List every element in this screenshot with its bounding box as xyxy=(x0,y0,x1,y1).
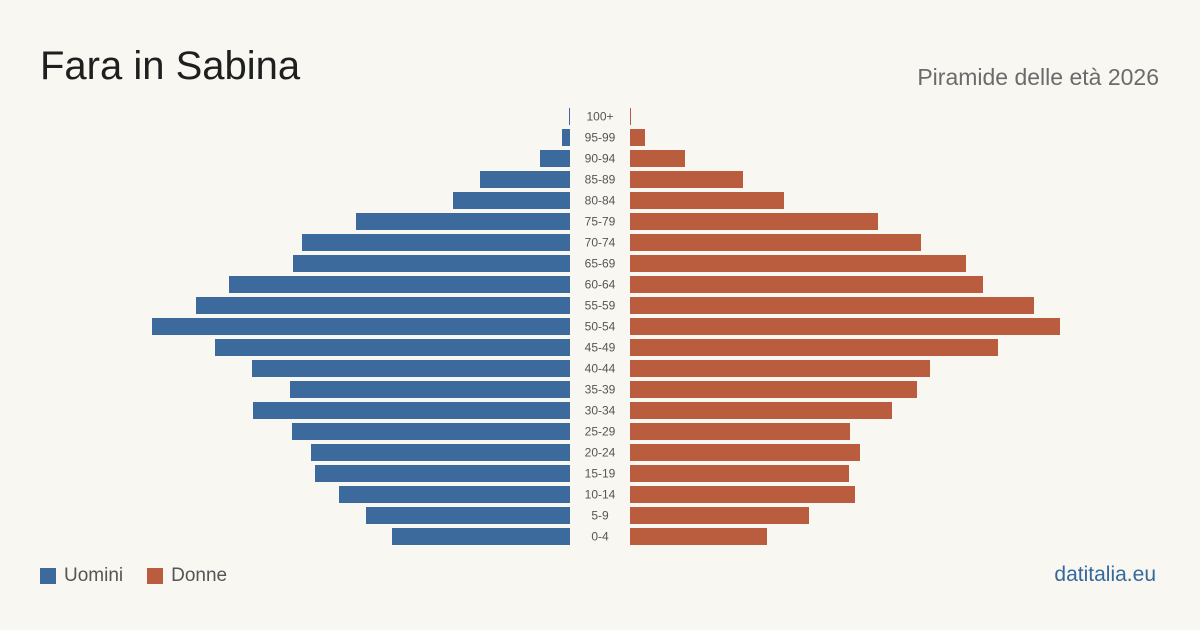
chart-subtitle: Piramide delle età 2026 xyxy=(917,64,1159,90)
bar-women-45-49 xyxy=(630,339,998,356)
bar-women-85-89 xyxy=(630,171,743,188)
bar-women-70-74 xyxy=(630,234,921,251)
legend-swatch-men xyxy=(40,568,56,584)
bar-women-35-39 xyxy=(630,381,917,398)
age-label-10-14: 10-14 xyxy=(585,488,616,502)
bar-women-25-29 xyxy=(630,423,850,440)
bar-men-80-84 xyxy=(453,192,570,209)
bar-women-20-24 xyxy=(630,444,860,461)
age-label-75-79: 75-79 xyxy=(585,215,616,229)
bar-men-45-49 xyxy=(215,339,570,356)
age-label-25-29: 25-29 xyxy=(585,425,616,439)
age-label-85-89: 85-89 xyxy=(585,173,616,187)
bar-men-30-34 xyxy=(253,402,570,419)
bar-women-15-19 xyxy=(630,465,849,482)
bar-women-60-64 xyxy=(630,276,983,293)
legend: Uomini Donne xyxy=(40,565,251,587)
bar-men-20-24 xyxy=(311,444,570,461)
bar-men-50-54 xyxy=(152,318,570,335)
bar-men-70-74 xyxy=(302,234,570,251)
bar-men-5-9 xyxy=(366,507,570,524)
bar-men-10-14 xyxy=(339,486,570,503)
legend-item-men: Uomini xyxy=(40,565,123,587)
bar-women-40-44 xyxy=(630,360,930,377)
chart-title: Fara in Sabina xyxy=(40,44,301,88)
bar-men-90-94 xyxy=(540,150,570,167)
age-label-0-4: 0-4 xyxy=(591,530,609,544)
age-label-80-84: 80-84 xyxy=(585,194,616,208)
bar-women-95-99 xyxy=(630,129,645,146)
bar-women-0-4 xyxy=(630,528,767,545)
age-label-40-44: 40-44 xyxy=(585,362,616,376)
bar-women-5-9 xyxy=(630,507,809,524)
age-label-50-54: 50-54 xyxy=(585,320,616,334)
age-label-55-59: 55-59 xyxy=(585,299,616,313)
age-label-20-24: 20-24 xyxy=(585,446,616,460)
bar-men-100+ xyxy=(569,108,570,125)
bar-women-80-84 xyxy=(630,192,784,209)
bar-women-30-34 xyxy=(630,402,892,419)
legend-label-women: Donne xyxy=(171,565,228,586)
age-label-65-69: 65-69 xyxy=(585,257,616,271)
brand-link[interactable]: datitalia.eu xyxy=(1054,563,1156,586)
age-label-15-19: 15-19 xyxy=(585,467,616,481)
bar-women-65-69 xyxy=(630,255,966,272)
bar-women-100+ xyxy=(630,108,631,125)
bar-men-40-44 xyxy=(252,360,570,377)
bar-women-90-94 xyxy=(630,150,685,167)
bar-men-15-19 xyxy=(315,465,570,482)
age-label-30-34: 30-34 xyxy=(585,404,616,418)
age-label-35-39: 35-39 xyxy=(585,383,616,397)
bar-men-60-64 xyxy=(229,276,570,293)
bar-men-75-79 xyxy=(356,213,570,230)
age-label-90-94: 90-94 xyxy=(585,152,616,166)
bar-women-50-54 xyxy=(630,318,1060,335)
bar-men-0-4 xyxy=(392,528,570,545)
age-label-5-9: 5-9 xyxy=(591,509,609,523)
bar-women-55-59 xyxy=(630,297,1034,314)
bar-men-85-89 xyxy=(480,171,570,188)
bar-men-35-39 xyxy=(290,381,570,398)
age-label-70-74: 70-74 xyxy=(585,236,616,250)
age-label-95-99: 95-99 xyxy=(585,131,616,145)
legend-item-women: Donne xyxy=(147,565,227,587)
bar-women-75-79 xyxy=(630,213,878,230)
age-label-45-49: 45-49 xyxy=(585,341,616,355)
legend-swatch-women xyxy=(147,568,164,584)
legend-label-men: Uomini xyxy=(64,565,124,586)
age-label-100+: 100+ xyxy=(586,110,613,124)
bar-men-25-29 xyxy=(292,423,570,440)
bar-men-65-69 xyxy=(293,255,570,272)
age-label-60-64: 60-64 xyxy=(585,278,616,292)
bar-women-10-14 xyxy=(630,486,855,503)
bar-men-95-99 xyxy=(562,129,570,146)
bar-men-55-59 xyxy=(196,297,570,314)
